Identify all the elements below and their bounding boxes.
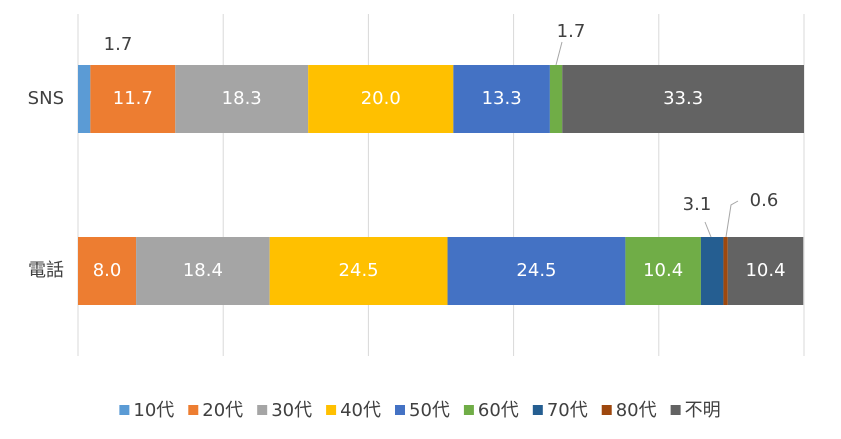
data-label: 11.7 (113, 88, 153, 109)
legend-label: 80代 (616, 400, 657, 421)
bar-segment (723, 237, 728, 305)
legend-label: 60代 (478, 400, 519, 421)
data-label: 33.3 (663, 88, 703, 109)
bar-segment (175, 65, 309, 133)
bar-segment (549, 65, 563, 133)
data-label: 8.0 (93, 260, 122, 281)
data-label: 10.4 (745, 260, 785, 281)
data-label: 3.1 (683, 194, 712, 215)
data-label: 1.7 (557, 21, 586, 42)
legend-label: 不明 (685, 400, 721, 421)
legend-label: 40代 (340, 400, 381, 421)
legend-marker (119, 405, 130, 415)
bar-segment (453, 65, 550, 133)
bar-segment (700, 237, 724, 305)
legend-marker (601, 405, 612, 415)
legend-marker (463, 405, 474, 415)
data-label: 24.5 (339, 260, 379, 281)
data-label: 20.0 (361, 88, 401, 109)
data-label: 18.4 (183, 260, 223, 281)
legend-marker (395, 405, 405, 415)
legend-label: 10代 (133, 400, 174, 421)
legend-marker (188, 405, 199, 415)
data-label: 10.4 (643, 260, 683, 281)
legend-label: 20代 (202, 400, 243, 421)
legend-label: 30代 (271, 400, 312, 421)
bar-segment (136, 237, 270, 305)
legend-marker (257, 405, 268, 415)
data-label: 13.3 (482, 88, 522, 109)
leader-line (555, 41, 563, 66)
bar-segment (78, 237, 137, 305)
bar-segment (625, 237, 701, 305)
bar-segment (447, 237, 626, 305)
bar-segment (90, 65, 176, 133)
data-label: 1.7 (104, 34, 133, 55)
data-label: 24.5 (516, 260, 556, 281)
legend-label: 50代 (409, 400, 450, 421)
y-tick-label: SNS (28, 88, 64, 109)
legend-label: 70代 (547, 400, 588, 421)
bar-segment (727, 237, 804, 305)
bar-segment (308, 65, 454, 133)
bar-segment (78, 65, 91, 133)
leader-line (725, 200, 739, 238)
bar-segment (269, 237, 448, 305)
leader-line (704, 221, 712, 238)
data-label: 0.6 (750, 190, 779, 211)
bar-segment (562, 65, 804, 133)
legend-marker (532, 405, 543, 415)
legend-marker (670, 405, 681, 415)
y-tick-label: 電話 (28, 260, 64, 281)
data-label: 18.3 (222, 88, 262, 109)
legend-marker (326, 405, 337, 415)
